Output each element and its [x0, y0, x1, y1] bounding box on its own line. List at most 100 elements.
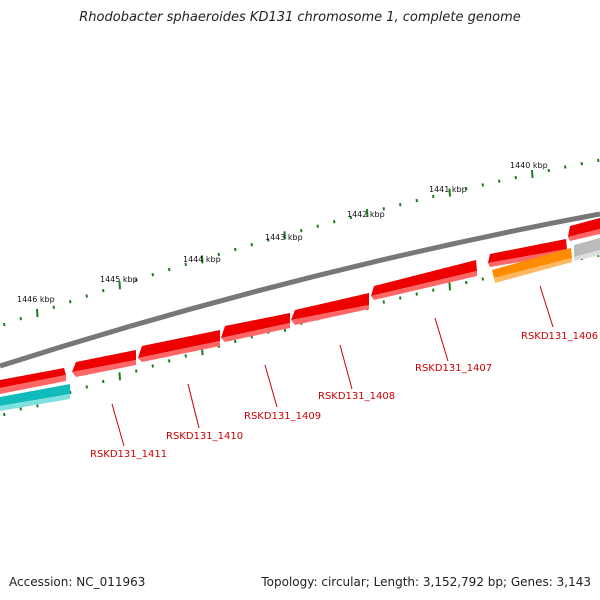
- map-title: Rhodobacter sphaeroides KD131 chromosome…: [79, 10, 521, 25]
- minor-tick: [184, 354, 187, 358]
- minor-tick: [382, 300, 385, 304]
- gene-label[interactable]: RSKD131_1409: [244, 411, 321, 422]
- gene-arrow-forward[interactable]: [0, 368, 66, 388]
- gene-arrow-forward[interactable]: [371, 260, 477, 296]
- scale-label: 1444 kbp: [183, 255, 221, 264]
- gene-label[interactable]: RSKD131_1406: [521, 331, 598, 342]
- minor-tick: [481, 277, 484, 281]
- gene-arrow-forward[interactable]: [221, 323, 290, 342]
- minor-tick: [415, 292, 418, 296]
- minor-tick: [3, 322, 6, 327]
- minor-tick: [564, 165, 567, 169]
- gene-arrow-forward[interactable]: [221, 313, 290, 338]
- gene-arrow-forward[interactable]: [138, 330, 220, 358]
- scale-label: 1443 kbp: [265, 233, 303, 242]
- minor-tick: [135, 278, 138, 282]
- gene-arrow-forward[interactable]: [0, 375, 66, 394]
- minor-tick: [333, 220, 336, 224]
- gene-arrow-reverse[interactable]: [574, 250, 600, 261]
- major-tick: [118, 372, 121, 381]
- minor-tick: [234, 339, 237, 344]
- minor-tick: [69, 390, 72, 394]
- gene-arrow-reverse[interactable]: [574, 238, 600, 257]
- gene-arrow-forward[interactable]: [488, 249, 567, 267]
- minor-tick: [69, 300, 72, 304]
- gene-arrow-forward[interactable]: [291, 305, 369, 325]
- major-tick: [366, 209, 369, 218]
- gene-arrow-forward[interactable]: [291, 293, 369, 320]
- chromosome-backbone: [0, 211, 600, 369]
- minor-tick: [19, 317, 22, 321]
- gene-label[interactable]: RSKD131_1410: [166, 431, 243, 442]
- minor-tick: [234, 247, 237, 252]
- gene-label[interactable]: RSKD131_1408: [318, 391, 395, 402]
- gene-label[interactable]: RSKD131_1407: [415, 363, 492, 374]
- leader-line: [339, 344, 353, 390]
- minor-tick: [184, 262, 187, 267]
- accession-label: Accession: NC_011963: [9, 575, 146, 589]
- minor-tick: [300, 229, 303, 233]
- gene-arrow-forward[interactable]: [72, 350, 136, 372]
- gene-arrow-forward[interactable]: [488, 239, 567, 263]
- minor-tick: [465, 187, 468, 191]
- gene-arrow-forward[interactable]: [371, 271, 477, 300]
- gene-arrow-reverse[interactable]: [494, 258, 572, 283]
- minor-tick: [432, 194, 435, 199]
- gene-arrow-forward[interactable]: [72, 360, 136, 377]
- leader-line: [187, 383, 200, 429]
- scale-label: 1441 kbp: [429, 185, 467, 194]
- minor-tick: [514, 175, 517, 180]
- minor-tick: [85, 385, 88, 389]
- gene-arrow-forward[interactable]: [568, 218, 600, 237]
- gene-arrow-reverse[interactable]: [492, 248, 572, 278]
- minor-tick: [316, 224, 319, 228]
- leader-line: [111, 403, 125, 447]
- gene-arrow-reverse[interactable]: [0, 384, 70, 406]
- minor-tick: [399, 203, 402, 207]
- minor-tick: [498, 179, 501, 183]
- minor-tick: [399, 296, 402, 300]
- minor-tick: [349, 215, 352, 220]
- leader-line: [434, 317, 449, 362]
- minor-tick: [52, 305, 55, 309]
- minor-tick: [135, 369, 138, 373]
- outer-scale-ticks: [3, 158, 600, 327]
- minor-tick: [547, 168, 550, 173]
- scale-label: 1440 kbp: [510, 161, 548, 170]
- minor-tick: [102, 289, 105, 293]
- major-tick: [531, 169, 534, 179]
- gene-arrow-forward[interactable]: [568, 229, 600, 241]
- minor-tick: [267, 238, 270, 242]
- minor-tick: [168, 267, 171, 272]
- minor-tick: [151, 273, 154, 277]
- minor-tick: [3, 412, 6, 417]
- major-tick: [283, 231, 286, 240]
- minor-tick: [151, 364, 154, 368]
- major-tick: [448, 188, 451, 197]
- minor-tick: [382, 207, 385, 211]
- leader-line: [264, 364, 278, 408]
- minor-tick: [481, 183, 484, 187]
- gene-arrow-forward[interactable]: [138, 341, 220, 362]
- topology-summary: Topology: circular; Length: 3,152,792 bp…: [261, 575, 591, 589]
- minor-tick: [415, 198, 418, 203]
- scale-label: 1446 kbp: [17, 295, 55, 304]
- scale-label: 1445 kbp: [100, 275, 138, 284]
- gene-arrow-reverse[interactable]: [0, 394, 70, 411]
- minor-tick: [250, 243, 253, 247]
- major-tick: [448, 282, 451, 291]
- minor-tick: [168, 359, 171, 363]
- gene-label[interactable]: RSKD131_1411: [90, 449, 167, 460]
- leader-line: [539, 285, 554, 328]
- major-tick: [36, 308, 39, 318]
- minor-tick: [465, 280, 468, 285]
- minor-tick: [85, 294, 88, 298]
- major-tick: [201, 255, 204, 264]
- minor-tick: [432, 288, 435, 292]
- minor-tick: [19, 407, 22, 411]
- minor-tick: [102, 379, 105, 384]
- major-tick: [118, 281, 121, 290]
- minor-tick: [580, 162, 583, 166]
- scale-label: 1442 kbp: [347, 210, 385, 219]
